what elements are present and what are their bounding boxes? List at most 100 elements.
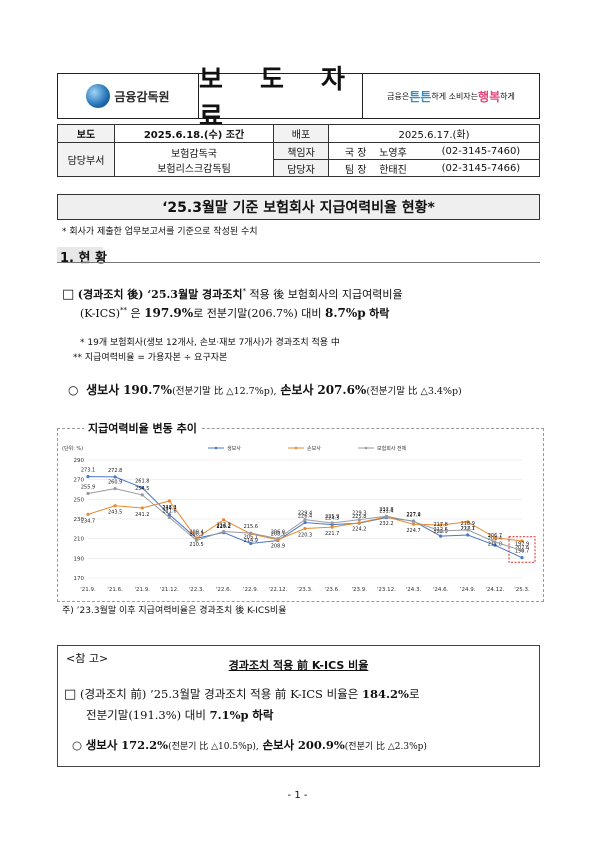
- main-paragraph-line2: (K-ICS)** 은 197.9%로 전분기말(206.7%) 대비 8.7%…: [80, 306, 390, 320]
- data-label-life: 234.4: [162, 506, 176, 512]
- para1-line1-a: (경과조치 後) ‘25.3월말 경과조치: [77, 288, 243, 301]
- data-label-nonlife: 243.5: [108, 510, 122, 516]
- ref-life-label: 생보사: [85, 738, 118, 752]
- data-label-life: 208.1: [271, 532, 285, 538]
- data-label-total: 208.3: [189, 531, 203, 537]
- data-label-total: 229.4: [298, 511, 312, 517]
- y-tick-label: 190: [74, 556, 85, 562]
- ref-line1-b: 로: [408, 687, 420, 701]
- resp-role: 국 장: [344, 147, 367, 159]
- data-label-life: 272.8: [108, 468, 122, 474]
- section-heading-bg: [57, 247, 103, 263]
- data-label-total: 217.8: [433, 522, 447, 528]
- legend-label: 생보사: [227, 445, 241, 452]
- document-title: ‘25.3월말 기준 보험회사 지급여력비율 현황*: [57, 194, 540, 220]
- data-point-life: [303, 520, 307, 525]
- data-point-life: [167, 513, 171, 517]
- x-tick-label: '22.3.: [189, 587, 205, 593]
- para1-line2-c: 로 전분기말(206.7%) 대비: [193, 307, 322, 320]
- ref-line1-a: (경과조치 前) ’25.3월말 경과조치 적용 前 K-ICS 비율은: [79, 687, 359, 701]
- data-label-nonlife: 248.3: [162, 505, 176, 511]
- data-label-total: 218.9: [461, 521, 475, 527]
- data-label-life: 231.4: [379, 509, 393, 515]
- ref-nonlife-label: 손보사: [262, 738, 295, 752]
- checkbox-square-icon: □: [62, 287, 75, 302]
- data-point-nonlife: [357, 521, 361, 525]
- x-tick-label: '21.9.: [80, 587, 96, 593]
- data-point-nonlife: [86, 512, 90, 516]
- staff-label: 담당자: [273, 159, 329, 177]
- press-header: 금융감독원 보 도 자 료 금융은 튼튼 하게 소비자는 행복 하게: [57, 65, 540, 132]
- x-tick-label: '24.9.: [460, 587, 476, 593]
- x-tick-label: '23.9.: [351, 587, 367, 593]
- y-tick-label: 170: [74, 576, 85, 582]
- data-label-nonlife: 234.7: [81, 518, 95, 524]
- section-divider: [57, 262, 540, 263]
- data-point-life: [493, 543, 497, 547]
- ref-change: 7.1%p: [209, 708, 249, 722]
- chart-frame: [57, 428, 544, 602]
- data-point-total: [520, 548, 524, 553]
- data-label-life: 216.2: [216, 524, 230, 530]
- resp-person: 국 장 노영후: [327, 142, 423, 160]
- resp-name: 노영후: [379, 147, 407, 159]
- data-point-total: [140, 493, 144, 497]
- x-tick-label: '23.6.: [324, 587, 340, 593]
- data-point-nonlife: [330, 525, 334, 529]
- ref-life-value: 172.2%: [121, 738, 169, 752]
- data-label-nonlife: 221.7: [325, 531, 339, 537]
- x-tick-label: '25.3.: [514, 587, 530, 593]
- x-tick-label: '21.6.: [107, 587, 123, 593]
- life-note: (전분기말 比 △12.7%p),: [172, 386, 277, 397]
- data-point-life: [140, 486, 144, 490]
- data-label-total: 206.0: [271, 530, 285, 536]
- ref-nonlife-note: (전분기 比 △2.3%p): [344, 742, 427, 752]
- data-point-total: [222, 529, 226, 534]
- page-number: - 1 -: [287, 790, 308, 801]
- dept-line-1: 보험감독국: [171, 148, 217, 160]
- data-point-total: [384, 514, 388, 518]
- para1-value: 197.9%: [144, 306, 194, 320]
- ref-life-note: (전분기 比 △10.5%p),: [168, 742, 259, 752]
- data-point-total: [167, 515, 171, 520]
- data-label-nonlife: 232.2: [379, 521, 393, 527]
- para1-note-1: * 19개 보험회사(생보 12개사, 손보·재보 7개사)가 경과조치 적용 …: [80, 338, 340, 348]
- x-tick-label: '21.9.: [134, 587, 150, 593]
- data-label-nonlife: 208.9: [271, 544, 285, 550]
- slogan-post: 하게: [500, 91, 515, 101]
- bullet-circle-icon: ○: [68, 383, 79, 397]
- data-point-total: [86, 491, 90, 496]
- data-label-life: 224.3: [325, 516, 339, 522]
- dept-line-2: 보험리스크감독팀: [157, 163, 231, 175]
- legend-label: 손보사: [307, 445, 321, 452]
- legend-marker: [214, 446, 218, 450]
- solvency-ratio-chart: (단위: %) 170 190 210 230 250 270 290 '21.9. '21.6.…: [62, 445, 536, 593]
- x-tick-label: '24.12.: [485, 587, 504, 593]
- dept-value: 보험감독국 보험리스크감독팀: [114, 142, 274, 177]
- chart-footnote: 주) ’23.3월말 이후 지급여력비율은 경과조치 後 K-ICS비율: [62, 606, 287, 616]
- data-label-total: 225.9: [325, 514, 339, 520]
- dept-label: 담당부서: [57, 142, 115, 177]
- press-label: 보도: [57, 124, 115, 143]
- staff-phone: (02-3145-7466): [422, 159, 540, 177]
- data-point-total: [276, 537, 280, 541]
- para1-note-2: ** 지급여력비율 = 가용자본 ÷ 요구자본: [73, 353, 228, 363]
- y-tick-label: 290: [74, 458, 85, 464]
- ref-nonlife-value: 200.9%: [297, 738, 345, 752]
- reference-title: 경과조치 적용 前 K-ICS 비율: [228, 659, 369, 672]
- para1-eun: 은: [130, 307, 141, 320]
- data-label-life: 273.1: [81, 468, 95, 474]
- data-label-total: 254.5: [135, 486, 149, 492]
- reference-heading: <참 고>: [66, 652, 109, 665]
- segment-bullet: ○ 생보사 190.7%(전분기말 比 △12.7%p), 손보사 207.6%…: [68, 381, 548, 398]
- data-point-nonlife: [140, 506, 144, 510]
- data-point-total: [113, 487, 117, 491]
- data-label-life: 261.8: [135, 479, 149, 485]
- y-tick-label: 210: [74, 537, 85, 543]
- reference-line-2: 전분기말(191.3%) 대비 7.1%p 하락: [86, 707, 273, 723]
- slogan-highlight-1: 튼튼: [409, 89, 432, 104]
- data-label-nonlife: 214.9: [244, 538, 258, 544]
- x-tick-label: '23.3.: [297, 587, 313, 593]
- nonlife-label: 손보사: [280, 383, 314, 397]
- data-label-nonlife: 229.2: [216, 524, 230, 530]
